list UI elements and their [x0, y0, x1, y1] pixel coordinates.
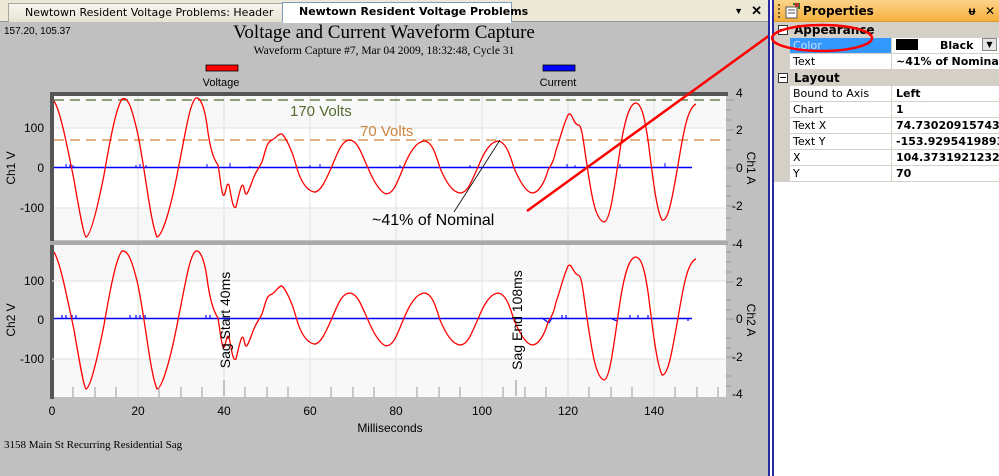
ch1-left-axis-label: Ch1 V — [4, 151, 18, 184]
svg-text:100: 100 — [24, 121, 44, 135]
ref-label-170[interactable]: 170 Volts — [290, 103, 352, 120]
legend-current-swatch — [542, 64, 576, 72]
svg-text:2: 2 — [736, 275, 743, 289]
x-axis-ticks: 0 20 40 60 80 100 120 140 — [49, 404, 665, 418]
drag-grip-icon[interactable] — [778, 3, 781, 18]
color-dropdown-button[interactable]: ▼ — [982, 38, 997, 51]
chart-ch1[interactable]: 170 Volts 70 Volts ~41% of Nominal — [4, 86, 758, 251]
svg-text:20: 20 — [131, 404, 145, 418]
property-row-bound-to-axis[interactable]: Bound to Axis Left — [774, 86, 999, 102]
category-label: Appearance — [794, 23, 875, 37]
svg-text:40: 40 — [217, 404, 231, 418]
property-name: Color — [790, 38, 892, 53]
chart-title: Voltage and Current Waveform Capture — [233, 22, 535, 43]
svg-text:0: 0 — [49, 404, 56, 418]
svg-text:0: 0 — [37, 313, 44, 327]
category-layout[interactable]: Layout — [774, 70, 999, 86]
property-row-x[interactable]: X 104.37319212321 — [774, 150, 999, 166]
chart-subtitle: Waveform Capture #7, Mar 04 2009, 18:32:… — [253, 45, 515, 57]
category-label: Layout — [794, 71, 840, 85]
svg-text:80: 80 — [389, 404, 403, 418]
property-name: Text X — [790, 118, 892, 133]
sag-end-marker[interactable]: Sag End 108ms — [509, 270, 525, 370]
property-name: Y — [790, 166, 892, 181]
svg-text:100: 100 — [472, 404, 492, 418]
svg-text:-4: -4 — [732, 237, 743, 251]
panel-splitter[interactable] — [768, 0, 774, 476]
svg-text:-100: -100 — [20, 201, 44, 215]
svg-text:140: 140 — [644, 404, 664, 418]
svg-text:100: 100 — [24, 274, 44, 288]
waveform-chart[interactable]: Voltage Current — [0, 22, 768, 476]
property-row-y[interactable]: Y 70 — [774, 166, 999, 182]
properties-icon — [785, 2, 800, 18]
property-value[interactable]: -153.92954198937 — [896, 135, 999, 148]
callout-arrow-line — [526, 34, 768, 213]
chart-footer-note: 3158 Main St Recurring Residential Sag — [4, 439, 183, 451]
svg-text:-2: -2 — [732, 350, 743, 364]
chart-ch2[interactable]: Sag Start 40ms Sag End 108ms 100 0 -100 — [4, 241, 758, 401]
close-document-icon[interactable]: ✕ — [751, 3, 762, 18]
property-name: Bound to Axis — [790, 86, 892, 101]
ch1-voltage-trace — [53, 97, 697, 238]
svg-text:120: 120 — [558, 404, 578, 418]
tab-list-dropdown-icon[interactable]: ▼ — [734, 6, 744, 16]
ref-label-70[interactable]: 70 Volts — [360, 123, 413, 140]
property-value[interactable]: 104.37319212321 — [896, 151, 999, 164]
document-tabstrip: Newtown Resident Voltage Problems: Heade… — [0, 0, 768, 23]
property-value[interactable]: 1 — [896, 103, 904, 116]
property-row-text[interactable]: Text ~41% of Nominal — [774, 54, 999, 70]
property-name: Text — [790, 54, 892, 69]
property-name: X — [790, 150, 892, 165]
svg-text:2: 2 — [736, 123, 743, 137]
collapse-icon[interactable] — [778, 73, 788, 83]
tab-header[interactable]: Newtown Resident Voltage Problems: Heade… — [8, 3, 286, 22]
svg-text:-100: -100 — [20, 352, 44, 366]
properties-title: Properties — [803, 3, 874, 18]
property-row-chart[interactable]: Chart 1 — [774, 102, 999, 118]
sag-start-marker[interactable]: Sag Start 40ms — [217, 272, 233, 369]
legend-current-label: Current — [540, 77, 577, 89]
svg-text:-4: -4 — [732, 387, 743, 401]
svg-text:0: 0 — [736, 161, 743, 175]
chart-pane[interactable]: 157.20, 105.37 Voltage and Current Wavef… — [0, 22, 768, 476]
svg-text:-2: -2 — [732, 199, 743, 213]
ch2-left-axis-label: Ch2 V — [4, 303, 18, 336]
property-grid: Appearance Color Black ▼ Text ~41% of No… — [774, 22, 999, 182]
legend-voltage-label: Voltage — [203, 77, 240, 89]
close-panel-icon[interactable]: ✕ — [984, 3, 996, 18]
property-value[interactable]: Left — [896, 87, 921, 100]
legend-voltage-swatch — [205, 64, 239, 72]
color-swatch — [896, 39, 918, 50]
nominal-callout-leader — [453, 139, 501, 213]
collapse-icon[interactable] — [778, 25, 788, 35]
nominal-annotation[interactable]: ~41% of Nominal — [372, 212, 494, 229]
category-appearance[interactable]: Appearance — [774, 22, 999, 38]
property-value[interactable]: 70 — [896, 167, 912, 180]
property-row-text-y[interactable]: Text Y -153.92954198937 — [774, 134, 999, 150]
properties-panel: Properties ᵾ ✕ Appearance Color Black ▼ … — [774, 0, 999, 476]
svg-text:0: 0 — [37, 161, 44, 175]
property-name: Chart — [790, 102, 892, 117]
property-value[interactable]: ~41% of Nominal — [896, 55, 999, 68]
svg-text:60: 60 — [303, 404, 317, 418]
pin-icon[interactable]: ᵾ — [968, 3, 976, 18]
svg-text:4: 4 — [736, 86, 743, 100]
cursor-coordinates: 157.20, 105.37 — [4, 26, 71, 37]
ch2-right-axis-label: Ch2 A — [744, 304, 758, 337]
properties-header: Properties ᵾ ✕ — [774, 0, 999, 22]
ch2-voltage-trace — [53, 250, 697, 390]
property-name: Text Y — [790, 134, 892, 149]
property-row-text-x[interactable]: Text X 74.73020915743676 — [774, 118, 999, 134]
x-axis-label: Milliseconds — [357, 421, 422, 435]
svg-text:0: 0 — [736, 312, 743, 326]
property-row-color[interactable]: Color Black ▼ — [774, 38, 999, 54]
tab-voltage-problems[interactable]: Newtown Resident Voltage Problems — [282, 2, 528, 23]
property-value[interactable]: 74.73020915743676 — [896, 119, 999, 132]
ch1-right-axis-label: Ch1 A — [744, 152, 758, 185]
property-value-color[interactable]: Black — [892, 38, 999, 53]
